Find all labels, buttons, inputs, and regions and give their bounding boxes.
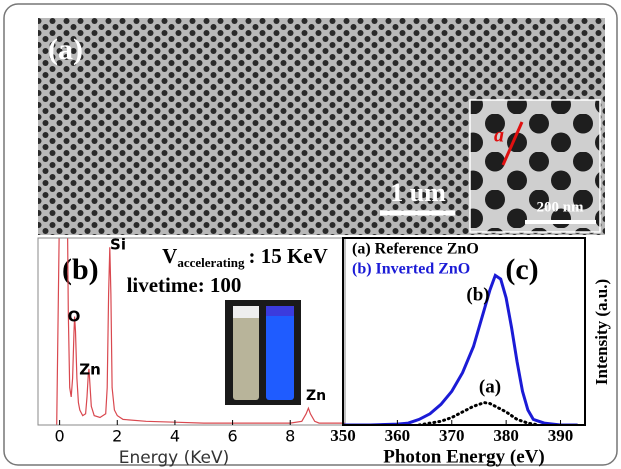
peak-label: Zn bbox=[79, 361, 101, 379]
x-tick-label: 4 bbox=[170, 427, 180, 446]
vial-blue bbox=[266, 312, 294, 400]
peak-label: Si bbox=[110, 236, 126, 254]
peak-label: O bbox=[68, 308, 81, 326]
scale-label: 1 um bbox=[390, 178, 446, 207]
vial-cap bbox=[266, 306, 294, 316]
x-tick-label: 6 bbox=[227, 427, 237, 446]
x-tick-label: 8 bbox=[285, 427, 295, 446]
vial-cap bbox=[233, 306, 259, 318]
peak-label: Zn bbox=[306, 388, 326, 404]
voltage-symbol: V bbox=[162, 244, 177, 268]
x-axis-title: Photon Energy (eV) bbox=[383, 446, 544, 467]
x-tick-label: 0 bbox=[55, 427, 65, 446]
x-tick-label: 380 bbox=[493, 426, 519, 445]
inset-scale-label: 200 nm bbox=[536, 199, 584, 215]
legend-entry: (a) Reference ZnO bbox=[352, 241, 479, 258]
livetime: livetime: 100 bbox=[127, 273, 242, 297]
voltage-value: : 15 KeV bbox=[248, 244, 327, 268]
vial-clear bbox=[233, 312, 259, 400]
x-axis-title: Energy (KeV) bbox=[119, 448, 230, 468]
y-axis-title: Intensity (a.u.) bbox=[592, 279, 611, 385]
x-tick-label: 370 bbox=[439, 426, 465, 445]
inset-symbol: a bbox=[494, 125, 504, 147]
x-tick-label: 350 bbox=[330, 426, 356, 445]
peak-label: (b) bbox=[466, 284, 489, 305]
figure: (a) a 200 nm 1 um Vaccelerating: 15 KeV … bbox=[0, 0, 621, 469]
panel-label: (c) bbox=[505, 253, 538, 286]
x-tick-label: 390 bbox=[548, 426, 574, 445]
legend-entry: (b) Inverted ZnO bbox=[352, 261, 470, 278]
peak-label: (a) bbox=[479, 376, 501, 397]
voltage-subscript: accelerating bbox=[177, 255, 245, 270]
panel-label: (a) bbox=[48, 33, 83, 66]
x-tick-label: 2 bbox=[112, 427, 122, 446]
x-tick-label: 360 bbox=[385, 426, 411, 445]
